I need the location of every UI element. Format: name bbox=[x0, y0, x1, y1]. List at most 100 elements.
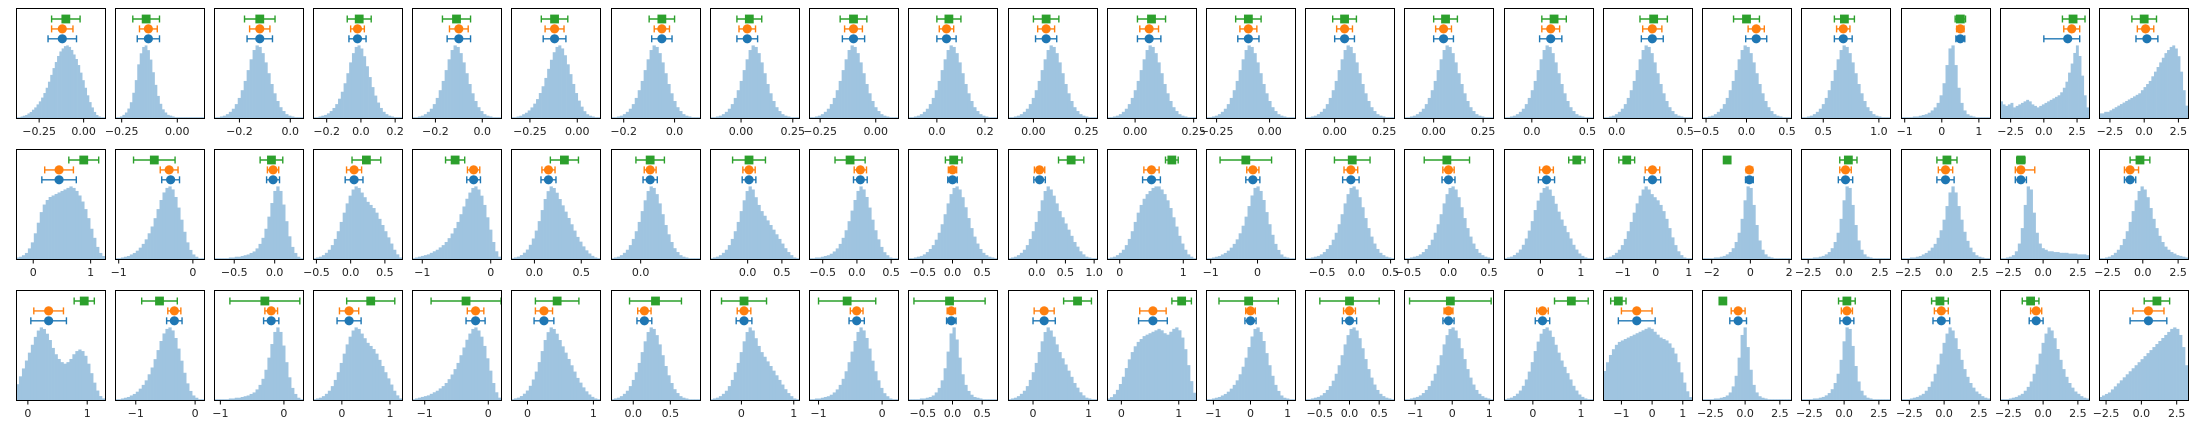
hist-bar bbox=[940, 380, 944, 400]
hist-bar bbox=[2101, 113, 2105, 118]
blue-marker bbox=[2016, 175, 2026, 185]
hist-bar bbox=[1626, 97, 1630, 118]
orange-marker bbox=[454, 24, 464, 34]
hist-bar bbox=[1061, 217, 1065, 259]
hist-bar bbox=[249, 393, 253, 400]
orange-errorbar bbox=[264, 306, 279, 316]
hist-bar bbox=[691, 399, 695, 400]
hist-bar bbox=[1617, 341, 1622, 400]
hist-bar bbox=[1478, 393, 1482, 400]
blue-errorbar bbox=[1442, 316, 1455, 326]
hist-bar bbox=[1623, 104, 1628, 118]
hist-bar bbox=[1133, 221, 1137, 259]
hist-bar bbox=[141, 384, 145, 401]
hist-bar bbox=[75, 351, 79, 400]
hist-bar bbox=[171, 330, 175, 400]
hist-bar bbox=[2018, 104, 2022, 118]
hist-bar bbox=[2152, 347, 2156, 400]
hist-bar bbox=[1463, 359, 1467, 400]
blue-errorbar bbox=[642, 175, 658, 185]
hist-bar bbox=[186, 383, 190, 400]
hist-bar bbox=[390, 384, 394, 400]
hist-bar bbox=[1226, 104, 1231, 118]
hist-bar bbox=[1987, 258, 1991, 259]
hist-bar bbox=[1638, 331, 1642, 400]
hist-bar bbox=[90, 228, 94, 259]
hist-bar bbox=[1091, 258, 1095, 259]
hist-bar bbox=[1107, 117, 1111, 118]
hist-bar bbox=[1689, 258, 1693, 259]
blue-marker bbox=[1541, 175, 1552, 185]
blue-marker bbox=[266, 316, 276, 326]
hist-bar bbox=[1677, 115, 1681, 118]
blue-marker bbox=[549, 34, 560, 44]
hist-bar bbox=[1337, 70, 1341, 118]
hist-bar bbox=[42, 328, 46, 400]
hist-bar bbox=[850, 210, 854, 259]
hist-bar bbox=[910, 117, 915, 118]
hist-bar bbox=[471, 187, 475, 259]
hist-bar bbox=[685, 115, 689, 118]
hist-bar bbox=[387, 378, 391, 400]
blue-errorbar bbox=[1432, 34, 1455, 44]
hist-bar bbox=[492, 242, 496, 259]
hist-bar bbox=[577, 100, 581, 118]
hist-bar bbox=[883, 115, 887, 118]
hist-bar bbox=[1217, 255, 1222, 259]
hist-bar bbox=[1629, 336, 1633, 400]
blue-errorbar bbox=[1617, 316, 1656, 326]
hist-bar bbox=[544, 77, 548, 118]
subplot-r1-c15: 0.00 0.25 bbox=[1404, 8, 1495, 138]
hist-bar bbox=[2130, 97, 2134, 118]
x-tick-label: 1 bbox=[1175, 407, 1182, 420]
hist-bar bbox=[871, 360, 875, 401]
hist-bar bbox=[360, 333, 364, 400]
hist-bar bbox=[710, 399, 714, 400]
hist-bar bbox=[72, 354, 76, 400]
hist-bar bbox=[1707, 258, 1712, 259]
hist-bar bbox=[1572, 244, 1576, 259]
hist-bar bbox=[231, 398, 236, 400]
hist-bar bbox=[137, 64, 141, 118]
green-errorbar bbox=[229, 296, 301, 306]
blue-errorbar bbox=[841, 34, 866, 44]
hist-bar bbox=[541, 86, 545, 118]
hist-bar bbox=[2023, 390, 2027, 400]
hist-bar bbox=[2000, 399, 2004, 400]
hist-bar bbox=[1524, 238, 1529, 259]
hist-bar bbox=[1767, 256, 1771, 259]
hist-bar bbox=[1969, 383, 1973, 400]
hist-bar bbox=[970, 394, 974, 400]
subplot-r1-c11: 0.00 0.25 bbox=[1008, 8, 1099, 138]
hist-bar bbox=[429, 252, 434, 259]
orange-errorbar bbox=[1139, 306, 1167, 316]
hist-bar bbox=[1457, 197, 1461, 259]
subplot-r1-c8: 0.00 0.25 bbox=[710, 8, 805, 138]
hist-bar bbox=[784, 389, 788, 400]
hist-bar bbox=[216, 258, 221, 259]
hist-bar bbox=[847, 50, 851, 118]
hist-bar bbox=[955, 186, 959, 259]
hist-bar bbox=[748, 186, 752, 259]
hist-bar bbox=[2128, 371, 2132, 400]
x-tick-label: −0.5 bbox=[303, 266, 330, 279]
green-errorbar bbox=[243, 14, 276, 24]
orange-marker bbox=[1632, 306, 1642, 316]
hist-bar bbox=[826, 108, 831, 118]
hist-bar bbox=[1539, 192, 1543, 259]
x-tick-label: −0.25 bbox=[105, 125, 139, 138]
axes-frame bbox=[1702, 149, 1792, 260]
hist-bar bbox=[382, 111, 386, 118]
hist-bar bbox=[1313, 256, 1318, 259]
hist-bar bbox=[194, 117, 197, 118]
orange-errorbar bbox=[1840, 306, 1854, 316]
orange-errorbar bbox=[1538, 165, 1555, 175]
hist-bar bbox=[664, 73, 668, 118]
hist-bar bbox=[2041, 104, 2045, 118]
hist-bar bbox=[1208, 258, 1213, 259]
hist-bar bbox=[1668, 107, 1672, 118]
hist-bar bbox=[1448, 328, 1452, 400]
hist-bar bbox=[1776, 399, 1780, 400]
hist-bar bbox=[1157, 62, 1161, 118]
